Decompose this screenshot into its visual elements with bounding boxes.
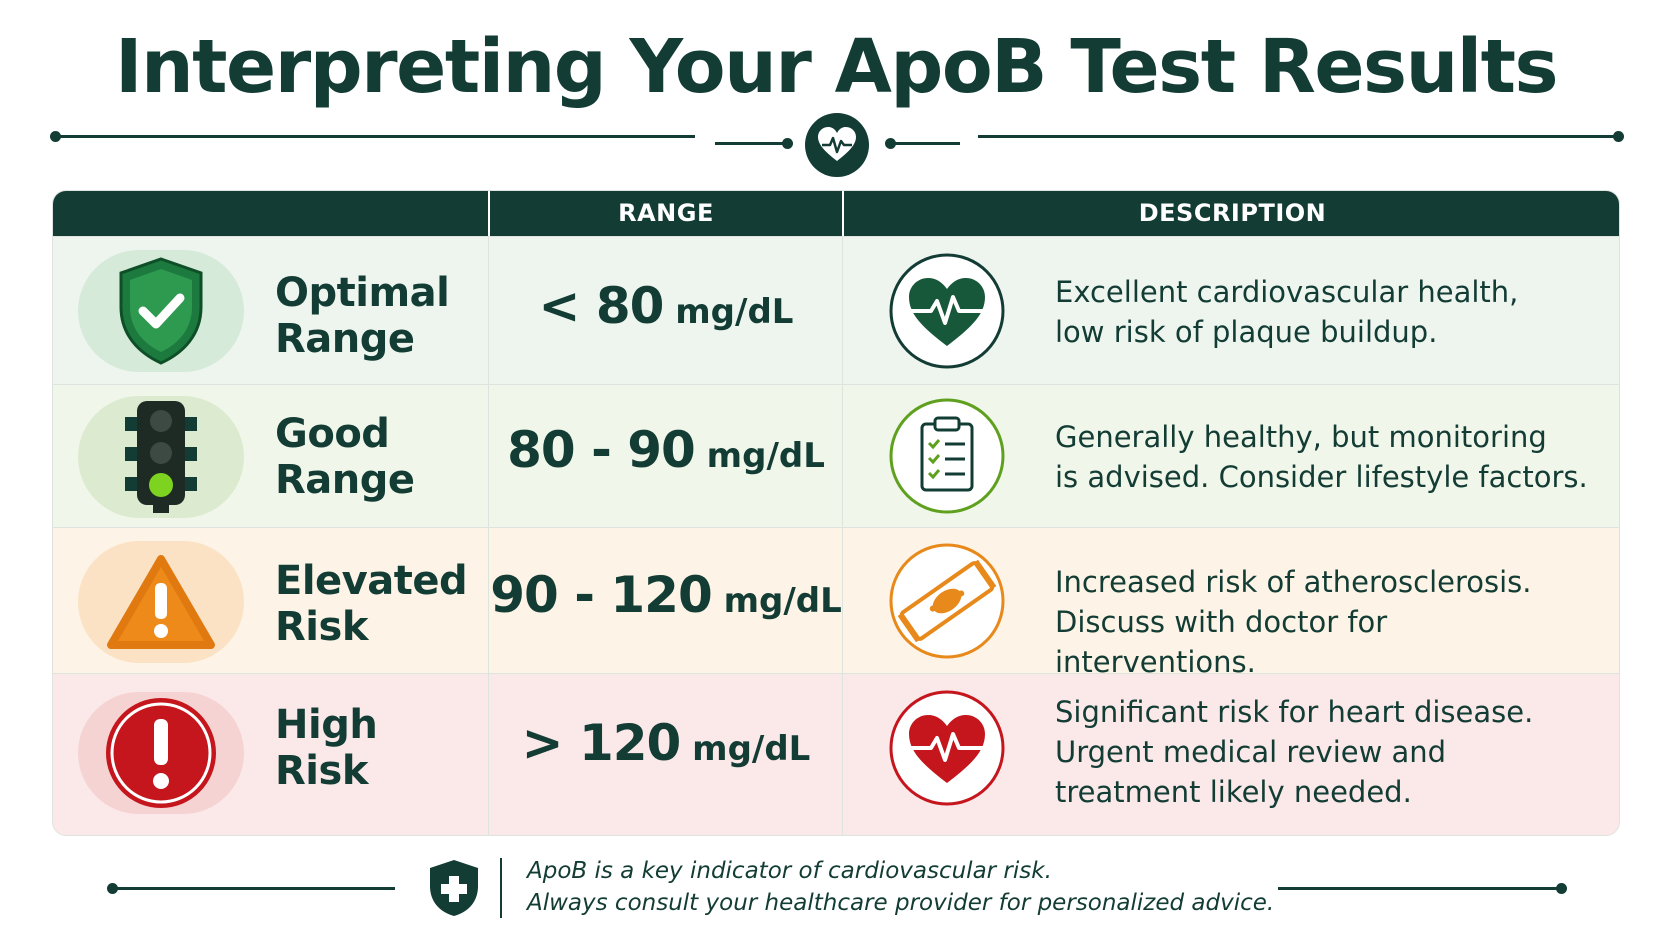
heart-pulse-badge: [805, 113, 869, 177]
header-range: RANGE: [618, 199, 714, 227]
range-value: 80 - 90 mg/dL: [507, 421, 825, 479]
header-description: DESCRIPTION: [1138, 199, 1327, 227]
row-icon-badge: [78, 692, 244, 814]
row-description: Generally healthy, but monitoring is advi…: [1055, 420, 1588, 494]
row-label: Good Range: [275, 411, 415, 503]
shield-cross-icon: [430, 860, 478, 916]
warning-triangle-icon: [107, 555, 215, 649]
row-icon-badge: [78, 250, 244, 372]
heart-pulse-icon: [889, 253, 1005, 369]
heart-pulse-icon: [818, 127, 856, 161]
artery-plaque-icon: [889, 543, 1005, 659]
row-description: Excellent cardiovascular health, low risk…: [1055, 275, 1519, 349]
range-value: < 80 mg/dL: [538, 277, 794, 335]
alert-circle-icon: [106, 698, 216, 808]
row-description: Significant risk for heart disease. Urgen…: [1055, 695, 1534, 809]
traffic-light-icon: [125, 401, 197, 513]
footer-separator: [500, 858, 502, 918]
row-label: Elevated Risk: [275, 558, 468, 650]
row-label: High Risk: [275, 702, 378, 794]
table-header: RANGE DESCRIPTION: [53, 191, 1619, 236]
footer-note: ApoB is a key indicator of cardiovascula…: [527, 858, 1275, 916]
table-row-optimal: Optimal Range < 80 mg/dL Excellent cardio…: [53, 236, 1619, 384]
shield-check-icon: [119, 257, 203, 365]
header-category: [53, 191, 488, 236]
row-label: Optimal Range: [275, 270, 450, 362]
table-row-good: Good Range 80 - 90 mg/dL Generally health…: [53, 384, 1619, 527]
range-value: 90 - 120 mg/dL: [490, 566, 842, 624]
page-title: Interpreting Your ApoB Test Results: [114, 24, 1559, 110]
row-description: Increased risk of atherosclerosis. Discus…: [1055, 565, 1532, 679]
row-icon-badge: [78, 541, 244, 663]
heart-pulse-icon: [889, 690, 1005, 806]
range-value: > 120 mg/dL: [521, 714, 811, 772]
table-row-elevated: Elevated Risk 90 - 120 mg/dL Increased ri…: [53, 527, 1619, 679]
results-table: RANGE DESCRIPTION Optimal Range < 80 mg/d…: [52, 190, 1620, 836]
row-icon-badge: [78, 396, 244, 518]
clipboard-checklist-icon: [889, 398, 1005, 514]
table-row-high: High Risk > 120 mg/dL Significant risk fo…: [53, 673, 1619, 835]
